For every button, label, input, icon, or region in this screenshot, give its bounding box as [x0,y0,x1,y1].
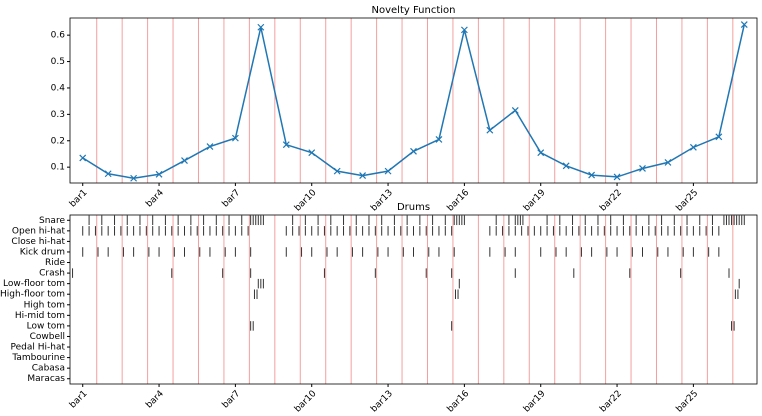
y-tick-label: 0.2 [51,136,65,146]
x-marker [715,133,723,141]
x-marker [231,134,239,142]
axes-frame [69,17,758,184]
x-marker [308,149,316,157]
x-tick-label: bar4 [144,188,166,210]
y-tick-label: Ride [45,258,65,268]
y-tick-label: Hi-mid tom [15,311,65,321]
x-marker [537,149,545,157]
x-marker [486,126,494,134]
x-tick-label: bar25 [675,188,701,214]
x-marker [206,143,214,150]
y-tick-label: Close hi-hat [11,237,65,247]
x-marker [155,170,163,178]
axes-frame [69,214,758,385]
y-tick-label: 0.3 [51,110,65,120]
x-tick-label: bar1 [68,389,90,411]
y-tick-label: Tambourine [11,353,65,363]
x-marker [257,23,265,31]
x-tick-label: bar1 [68,188,90,210]
x-tick-label: bar4 [144,389,166,411]
x-marker [359,172,367,180]
x-tick-label: bar19 [522,188,548,214]
x-tick-label: bar7 [221,188,243,210]
y-tick-label: High-floor tom [0,290,65,300]
x-tick-label: bar7 [221,389,243,411]
x-marker [639,165,646,172]
x-marker [130,174,138,182]
y-tick-label: Cowbell [30,332,65,342]
y-tick-label: Pedal Hi-hat [11,343,66,353]
x-tick-label: bar16 [446,389,472,415]
y-tick-label: Low tom [27,321,65,331]
x-marker [511,106,519,114]
x-tick-label: bar25 [675,389,701,415]
y-tick-label: Snare [39,216,65,226]
x-tick-label: bar13 [369,188,395,214]
y-tick-label: 0.6 [51,31,66,41]
x-marker [740,21,748,29]
y-tick-label: Low-floor tom [3,279,65,289]
x-marker [435,136,443,143]
x-marker [104,170,112,178]
x-marker [181,157,188,164]
x-marker [79,154,87,162]
x-tick-label: bar22 [598,188,624,214]
x-tick-label: bar10 [293,389,319,415]
y-tick-label: Maracas [27,374,65,384]
x-tick-label: bar16 [446,188,472,214]
y-tick-label: Open hi-hat [12,226,66,236]
x-marker [410,147,417,155]
x-marker [333,167,341,175]
y-tick-label: Kick drum [20,247,65,257]
x-marker [562,162,570,170]
y-tick-label: 0.5 [51,57,65,67]
y-tick-label: Cabasa [32,364,65,374]
x-tick-label: bar13 [369,389,395,415]
x-marker [384,167,392,175]
x-tick-label: bar10 [293,188,319,214]
x-marker [613,173,621,181]
y-tick-label: 0.4 [51,83,66,93]
x-marker [664,158,672,166]
x-tick-label: bar19 [522,389,548,415]
y-tick-label: 0.1 [51,163,65,173]
x-marker [460,26,468,34]
x-marker [588,171,596,179]
line-series [82,24,746,180]
chart-title: Novelty Function [372,5,456,16]
y-tick-label: High tom [24,300,65,310]
chart-title: Drums [397,202,430,213]
x-tick-label: bar22 [598,389,624,415]
x-marker [689,143,697,151]
y-tick-label: Crash [39,269,65,279]
x-marker [282,141,290,149]
